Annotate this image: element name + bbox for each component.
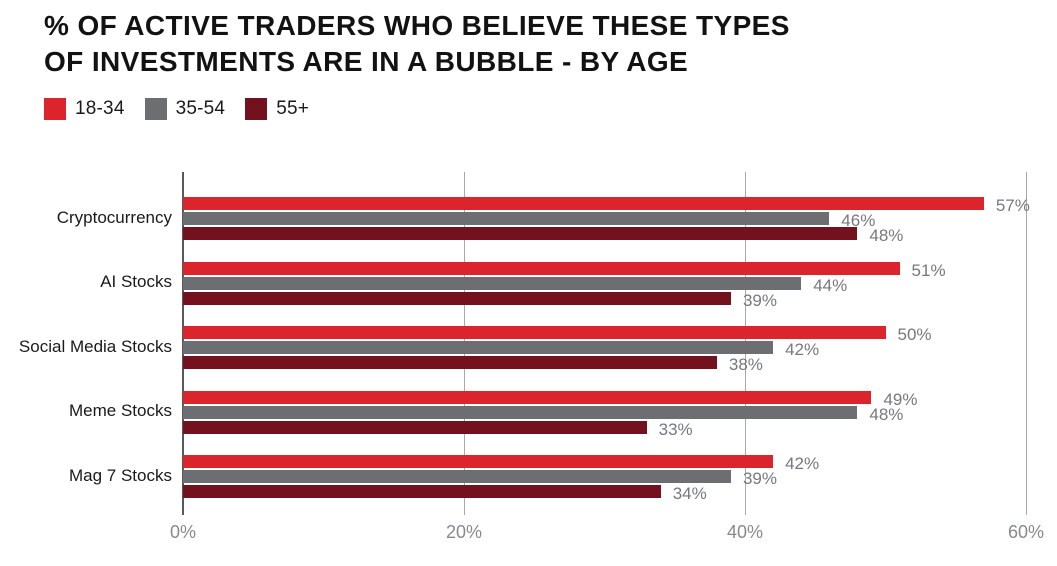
category-label-mag-7-stocks: Mag 7 Stocks xyxy=(69,465,172,485)
bar-social-media-stocks-18-34 xyxy=(183,326,886,340)
legend-swatch-icon xyxy=(44,98,66,120)
legend-label: 55+ xyxy=(276,98,310,119)
bar-ai-stocks-55- xyxy=(183,291,731,305)
category-label-social-media-stocks: Social Media Stocks xyxy=(18,336,172,356)
bar-value-label: 50% xyxy=(897,325,932,345)
bar-value-label: 48% xyxy=(869,404,904,424)
bar-ai-stocks-18-34 xyxy=(183,261,900,275)
category-label-cryptocurrency: Cryptocurrency xyxy=(56,207,172,227)
chart-title-line-1: % OF ACTIVE TRADERS WHO BELIEVE THESE TY… xyxy=(44,10,790,41)
legend-label: 35-54 xyxy=(175,98,226,119)
bar-value-label: 39% xyxy=(742,290,777,310)
bar-value-label: 49% xyxy=(883,389,918,409)
gridline-60 xyxy=(1026,172,1027,515)
bar-mag-7-stocks-18-34 xyxy=(183,455,774,469)
category-label-ai-stocks: AI Stocks xyxy=(100,272,172,292)
bar-value-label: 46% xyxy=(841,211,876,230)
bar-mag-7-stocks-35-54 xyxy=(183,470,731,484)
bar-social-media-stocks-55- xyxy=(183,356,717,370)
chart-title-line-2: OF INVESTMENTS ARE IN A BUBBLE - BY AGE xyxy=(44,46,689,77)
legend-swatch-icon xyxy=(245,98,268,120)
bar-cryptocurrency-35-54 xyxy=(183,212,830,225)
bar-cryptocurrency-55- xyxy=(183,227,858,240)
bar-value-label: 51% xyxy=(911,260,946,280)
bar-value-label: 57% xyxy=(995,196,1030,215)
bar-meme-stocks-18-34 xyxy=(183,390,872,404)
bar-value-label: 34% xyxy=(672,484,707,504)
legend-item-35-54: 35-54 xyxy=(144,98,226,120)
bar-value-label: 33% xyxy=(658,419,693,439)
x-axis-tick-label: 0% xyxy=(169,522,196,542)
bar-ai-stocks-35-54 xyxy=(183,276,802,290)
bar-mag-7-stocks-55- xyxy=(183,485,661,499)
x-axis-tick-label: 20% xyxy=(445,522,483,542)
bar-value-label: 48% xyxy=(869,226,904,245)
bar-social-media-stocks-35-54 xyxy=(183,341,774,355)
legend-item-55-: 55+ xyxy=(245,98,309,120)
legend-swatch-icon xyxy=(144,98,167,120)
x-axis-tick-label: 40% xyxy=(726,522,764,542)
bar-value-label: 38% xyxy=(728,355,763,375)
bar-meme-stocks-35-54 xyxy=(183,405,858,419)
bar-meme-stocks-55- xyxy=(183,420,647,434)
bar-cryptocurrency-18-34 xyxy=(183,197,984,210)
bar-value-label: 42% xyxy=(785,340,820,360)
bar-value-label: 39% xyxy=(742,469,777,489)
bar-value-label: 44% xyxy=(813,275,848,295)
chart-title: % OF ACTIVE TRADERS WHO BELIEVE THESE TY… xyxy=(44,8,790,80)
bar-value-label: 42% xyxy=(785,454,820,474)
category-label-meme-stocks: Meme Stocks xyxy=(69,401,172,421)
x-axis-tick-label: 60% xyxy=(1007,522,1045,542)
legend-item-18-34: 18-34 xyxy=(44,98,125,120)
legend-label: 18-34 xyxy=(75,98,125,119)
chart-legend: 18-34 35-54 55+ xyxy=(44,98,309,120)
